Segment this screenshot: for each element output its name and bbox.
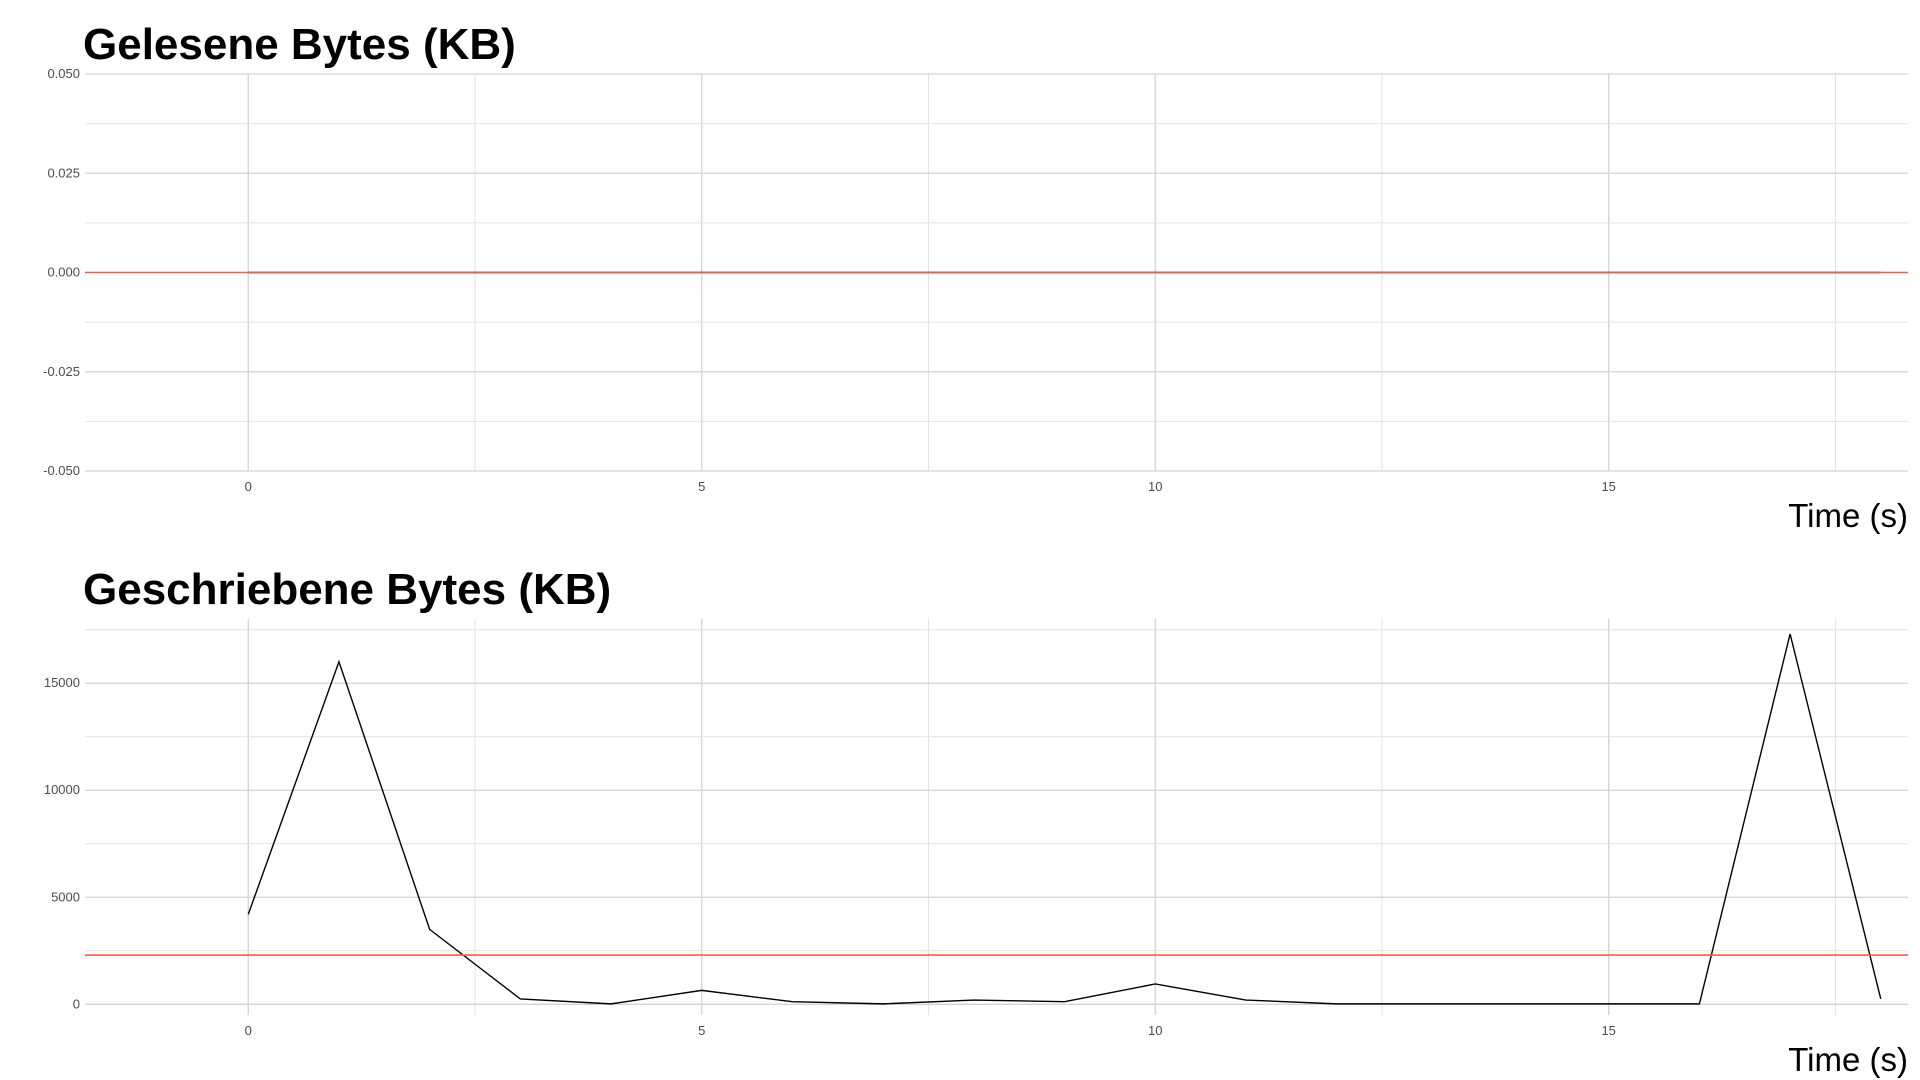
y-tick-label: 15000 — [44, 675, 80, 690]
y-tick-label: 0.000 — [47, 265, 80, 280]
x-tick-label: 15 — [1601, 479, 1615, 494]
x-tick-label: 15 — [1601, 1023, 1615, 1038]
y-tick-label: 0 — [73, 996, 80, 1011]
x-tick-label: 5 — [698, 1023, 705, 1038]
chart-panel-write: 0 5000 10000 15000 0 5 10 15 Time (s) Geschriebe… — [0, 545, 1920, 1080]
y-tick-label: 5000 — [51, 889, 80, 904]
x-tick-label: 0 — [245, 479, 252, 494]
y-tick-label: 10000 — [44, 782, 80, 797]
y-tick-label: -0.050 — [43, 463, 80, 478]
y-tick-label: -0.025 — [43, 364, 80, 379]
x-axis-title: Time (s) — [1788, 497, 1908, 534]
x-tick-label: 5 — [698, 479, 705, 494]
series-line — [247, 633, 1882, 1005]
grid — [85, 73, 1908, 472]
y-tick-label: 0.025 — [47, 165, 80, 180]
x-axis-title: Time (s) — [1788, 1041, 1908, 1078]
grid — [85, 619, 1908, 1015]
y-tick-label: 0.050 — [47, 66, 80, 81]
x-tick-label: 0 — [245, 1023, 252, 1038]
chart-write-plot: 0 5000 10000 15000 0 5 10 15 Time (s) — [44, 619, 1908, 1078]
chart-read-plot: 0.050 0.025 0.000 -0.025 -0.050 0 5 10 15 Time (s… — [43, 66, 1908, 534]
chart-panel-read: 0.050 0.025 0.000 -0.025 -0.050 0 5 10 15 Time (s… — [0, 0, 1920, 535]
chart-title: Gelesene Bytes (KB) — [83, 20, 516, 69]
chart-title: Geschriebene Bytes (KB) — [83, 565, 612, 614]
x-tick-label: 10 — [1148, 1023, 1162, 1038]
x-tick-label: 10 — [1148, 479, 1162, 494]
